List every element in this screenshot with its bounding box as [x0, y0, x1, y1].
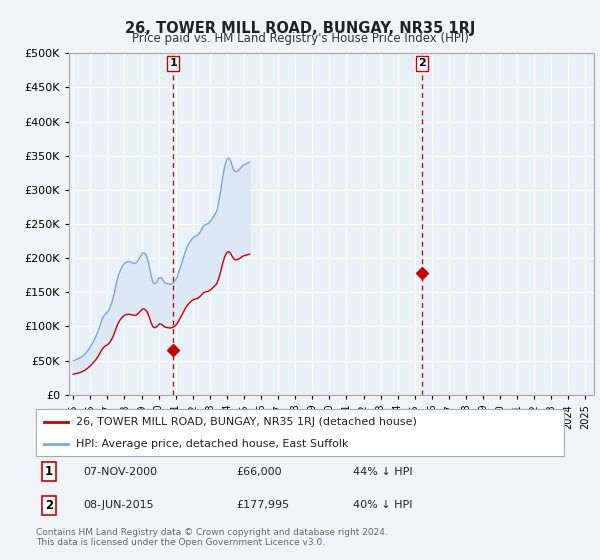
Text: 40% ↓ HPI: 40% ↓ HPI — [353, 500, 412, 510]
Text: 44% ↓ HPI: 44% ↓ HPI — [353, 466, 412, 477]
Text: Contains HM Land Registry data © Crown copyright and database right 2024.
This d: Contains HM Land Registry data © Crown c… — [36, 528, 388, 547]
Text: £177,995: £177,995 — [236, 500, 290, 510]
Text: 07-NOV-2000: 07-NOV-2000 — [83, 466, 158, 477]
Text: Price paid vs. HM Land Registry's House Price Index (HPI): Price paid vs. HM Land Registry's House … — [131, 32, 469, 45]
Text: 08-JUN-2015: 08-JUN-2015 — [83, 500, 154, 510]
Text: HPI: Average price, detached house, East Suffolk: HPI: Average price, detached house, East… — [76, 438, 348, 449]
Text: 2: 2 — [45, 498, 53, 512]
Text: £66,000: £66,000 — [236, 466, 282, 477]
Text: 26, TOWER MILL ROAD, BUNGAY, NR35 1RJ: 26, TOWER MILL ROAD, BUNGAY, NR35 1RJ — [125, 21, 475, 36]
Text: 2: 2 — [418, 58, 426, 68]
Text: 1: 1 — [169, 58, 177, 68]
Text: 1: 1 — [45, 465, 53, 478]
Text: 26, TOWER MILL ROAD, BUNGAY, NR35 1RJ (detached house): 26, TOWER MILL ROAD, BUNGAY, NR35 1RJ (d… — [76, 417, 416, 427]
